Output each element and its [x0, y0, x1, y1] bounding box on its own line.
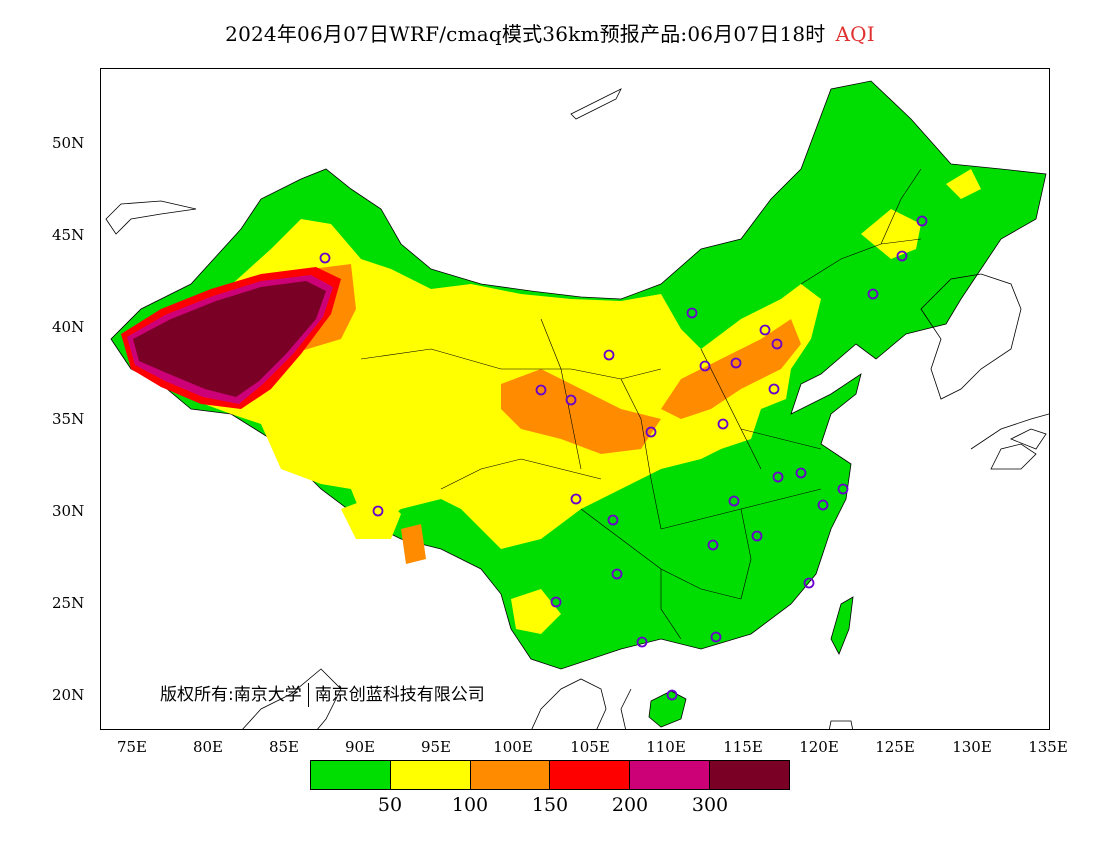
foreign-coastlines	[105, 88, 1049, 729]
station-marker	[686, 307, 698, 319]
zone-usg-tibet	[401, 524, 426, 564]
x-tick-label: 80E	[192, 738, 224, 756]
zone-usg-central	[501, 369, 661, 454]
x-tick-label: 100E	[493, 738, 533, 756]
station-marker	[636, 636, 648, 648]
legend-label: 50	[377, 794, 403, 816]
station-marker	[751, 530, 763, 542]
station-marker	[570, 493, 582, 505]
copyright-notice: 版权所有:南京大学 南京创蓝科技有限公司	[160, 680, 485, 707]
x-tick-label: 125E	[875, 738, 915, 756]
y-tick-label: 25N	[52, 594, 85, 612]
station-marker	[896, 250, 908, 262]
station-marker	[645, 426, 657, 438]
legend-label: 300	[691, 794, 729, 816]
y-tick-label: 45N	[52, 226, 85, 244]
legend-label: 100	[451, 794, 489, 816]
copyright-separator	[307, 683, 309, 707]
zone-moderate-southwest	[341, 494, 401, 539]
legend-swatch	[710, 761, 789, 789]
copyright-owner: 版权所有:南京大学	[160, 685, 302, 705]
legend-swatch	[311, 761, 391, 789]
aqi-map	[100, 68, 1050, 730]
aqi-color-legend	[310, 760, 790, 790]
y-tick-label: 50N	[52, 134, 85, 152]
monitoring-stations	[319, 215, 928, 701]
station-marker	[372, 505, 384, 517]
station-marker	[707, 539, 719, 551]
station-marker	[795, 467, 807, 479]
station-marker	[728, 495, 740, 507]
legend-swatch	[470, 761, 551, 789]
copyright-partner: 南京创蓝科技有限公司	[314, 685, 485, 705]
station-marker	[730, 357, 742, 369]
station-marker	[717, 418, 729, 430]
zone-moderate-northeast	[861, 209, 921, 259]
zone-hazardous-tarim	[133, 281, 326, 397]
legend-swatch	[390, 761, 471, 789]
x-tick-label: 115E	[723, 738, 763, 756]
station-marker	[666, 689, 678, 701]
legend-swatch	[550, 761, 631, 789]
map-graphic	[105, 80, 1049, 729]
station-marker	[837, 483, 849, 495]
station-marker	[611, 568, 623, 580]
x-tick-label: 120E	[799, 738, 839, 756]
x-tick-label: 130E	[952, 738, 992, 756]
y-tick-label: 40N	[52, 318, 85, 336]
station-marker	[565, 394, 577, 406]
station-marker	[710, 631, 722, 643]
legend-label: 150	[531, 794, 569, 816]
x-tick-label: 95E	[420, 738, 452, 756]
station-marker	[699, 360, 711, 372]
x-tick-label: 85E	[268, 738, 300, 756]
taiwan-island	[830, 596, 854, 655]
station-marker	[550, 596, 562, 608]
station-marker	[607, 514, 619, 526]
x-tick-label: 90E	[344, 738, 376, 756]
station-marker	[759, 324, 771, 336]
legend-label: 200	[611, 794, 649, 816]
x-tick-label: 75E	[116, 738, 148, 756]
station-marker	[772, 471, 784, 483]
station-marker	[535, 384, 547, 396]
zone-moderate-south	[511, 589, 561, 634]
station-marker	[319, 252, 331, 264]
legend-swatch	[630, 761, 711, 789]
station-marker	[768, 383, 780, 395]
station-marker	[867, 288, 879, 300]
zone-usg-north-china	[661, 319, 801, 419]
title-main: 2024年06月07日WRF/cmaq模式36km预报产品:06月07日18时	[225, 22, 826, 46]
y-tick-label: 30N	[52, 502, 85, 520]
zone-moderate-far-northeast	[946, 169, 981, 199]
station-marker	[817, 499, 829, 511]
y-tick-label: 20N	[52, 686, 85, 704]
title-variable: AQI	[835, 22, 875, 46]
station-marker	[603, 349, 615, 361]
station-marker	[916, 215, 928, 227]
x-tick-label: 135E	[1028, 738, 1068, 756]
station-marker	[803, 577, 815, 589]
y-tick-label: 35N	[52, 410, 85, 428]
x-tick-label: 105E	[570, 738, 610, 756]
station-marker	[771, 338, 783, 350]
x-tick-label: 110E	[646, 738, 686, 756]
map-title: 2024年06月07日WRF/cmaq模式36km预报产品:06月07日18时 A…	[0, 18, 1100, 47]
province-boundaries	[360, 168, 922, 640]
